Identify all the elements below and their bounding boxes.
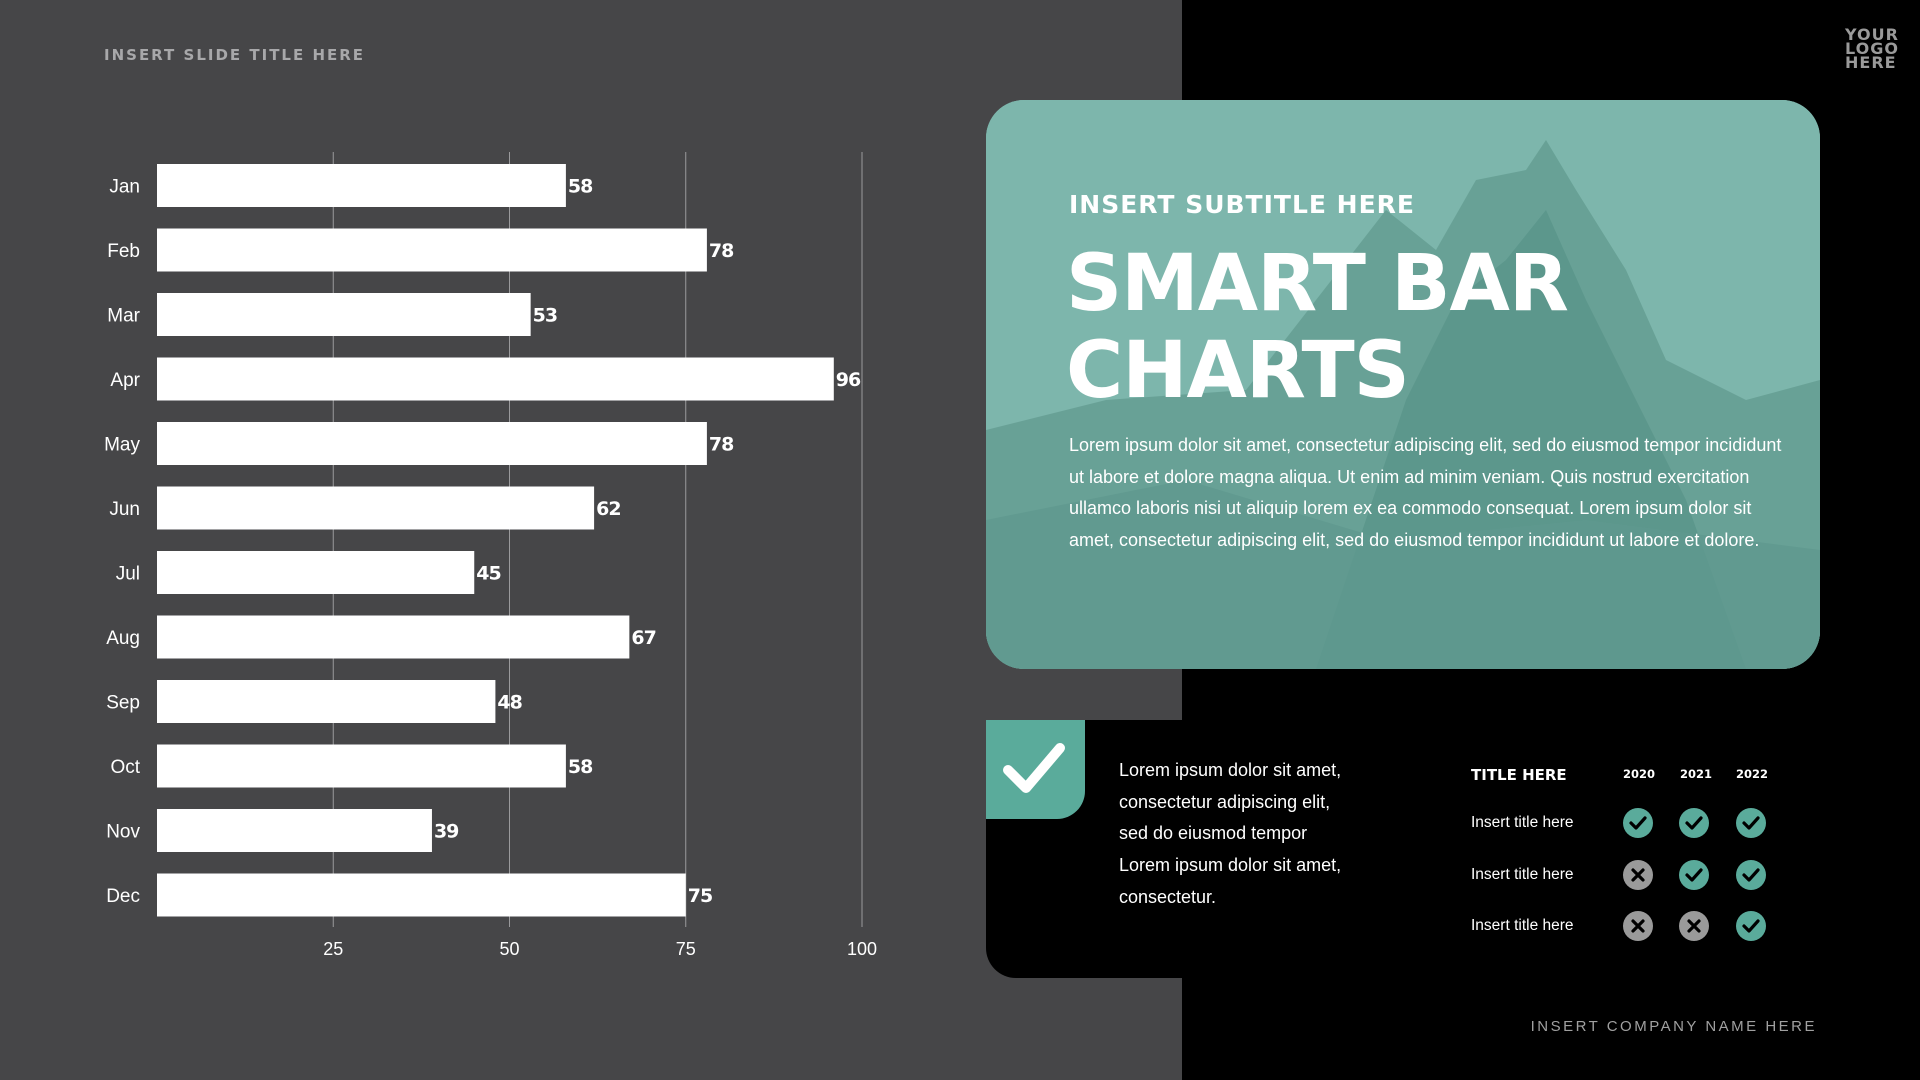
bar-value-label: 39 [434,821,458,843]
card-subtitle: INSERT SUBTITLE HERE [1069,190,1416,219]
x-tick-label: 75 [676,939,696,959]
x-tick-label: 100 [847,939,877,959]
category-label: Feb [107,241,140,262]
bar [157,551,475,594]
bar [157,293,531,336]
logo-line: HERE [1845,53,1897,72]
bar-value-label: 75 [688,885,712,907]
logo-line: YOUR [1845,25,1899,44]
card-title-line1: SMART BAR [1066,239,1569,329]
category-label: Jul [116,564,140,585]
category-label: Mar [107,306,140,327]
row-label: Insert title here [1471,865,1574,883]
hero-card: INSERT SUBTITLE HERE SMART BAR CHARTS Lo… [986,100,1820,669]
info-text: Lorem ipsum dolor sit amet, consectetur … [1119,760,1342,907]
category-label: Apr [110,370,140,391]
bar-value-label: 58 [568,756,593,778]
bar [157,228,707,272]
bar-value-label: 96 [836,369,861,391]
year-header: 2020 [1623,767,1656,781]
bar [157,164,566,207]
x-circle-icon [1623,859,1653,890]
logo-line: LOGO [1845,39,1899,58]
check-circle-icon [1736,911,1766,941]
table-header: TITLE HERE [1471,766,1567,784]
company-name: INSERT COMPANY NAME HERE [1530,1018,1817,1035]
bar [157,357,834,401]
category-label: Jun [109,499,140,520]
bar [157,615,630,659]
bar [157,809,432,852]
x-circle-icon [1623,911,1653,941]
year-header: 2022 [1736,767,1769,781]
category-label: Jan [109,177,140,198]
category-label: Sep [106,693,140,714]
bar-value-label: 53 [533,305,557,327]
bar-chart: 25 50 75 100 Jan 58 Feb 78 Mar 53 Apr 96 May 78 Jun 62 J… [104,152,877,959]
row-label: Insert title here [1471,814,1574,831]
category-label: Dec [106,886,140,907]
logo-placeholder: YOUR LOGO HERE [1845,25,1899,72]
check-circle-icon [1623,808,1653,838]
category-label: May [104,435,140,456]
bar [157,873,686,917]
x-tick-label: 25 [323,939,343,959]
check-circle-icon [1736,808,1766,838]
x-circle-icon [1679,911,1709,941]
bar-value-label: 48 [497,692,522,714]
check-icon [1003,743,1065,793]
bar-value-label: 62 [596,498,620,520]
row-label: Insert title here [1471,917,1574,934]
card-title-line2: CHARTS [1066,326,1410,416]
bar-value-label: 78 [709,240,734,262]
category-label: Aug [106,628,140,649]
check-tile [986,720,1085,819]
check-circle-icon [1679,859,1709,890]
bar-value-label: 58 [568,176,593,198]
mountain-image [986,100,1820,669]
bar-value-label: 45 [476,563,500,585]
check-circle-icon [1736,859,1766,890]
slide-title: INSERT SLIDE TITLE HERE [104,46,366,64]
bar-value-label: 67 [631,627,655,649]
year-header: 2021 [1680,767,1713,781]
check-circle-icon [1679,808,1709,838]
x-tick-label: 50 [499,939,519,959]
category-label: Nov [106,822,140,843]
category-label: Oct [110,757,140,778]
bar-value-label: 78 [709,434,734,456]
bar [157,680,496,723]
bar [157,486,595,530]
bar [157,422,707,465]
card-body-text: Lorem ipsum dolor sit amet, consectetur … [1069,435,1782,551]
bar [157,744,566,788]
